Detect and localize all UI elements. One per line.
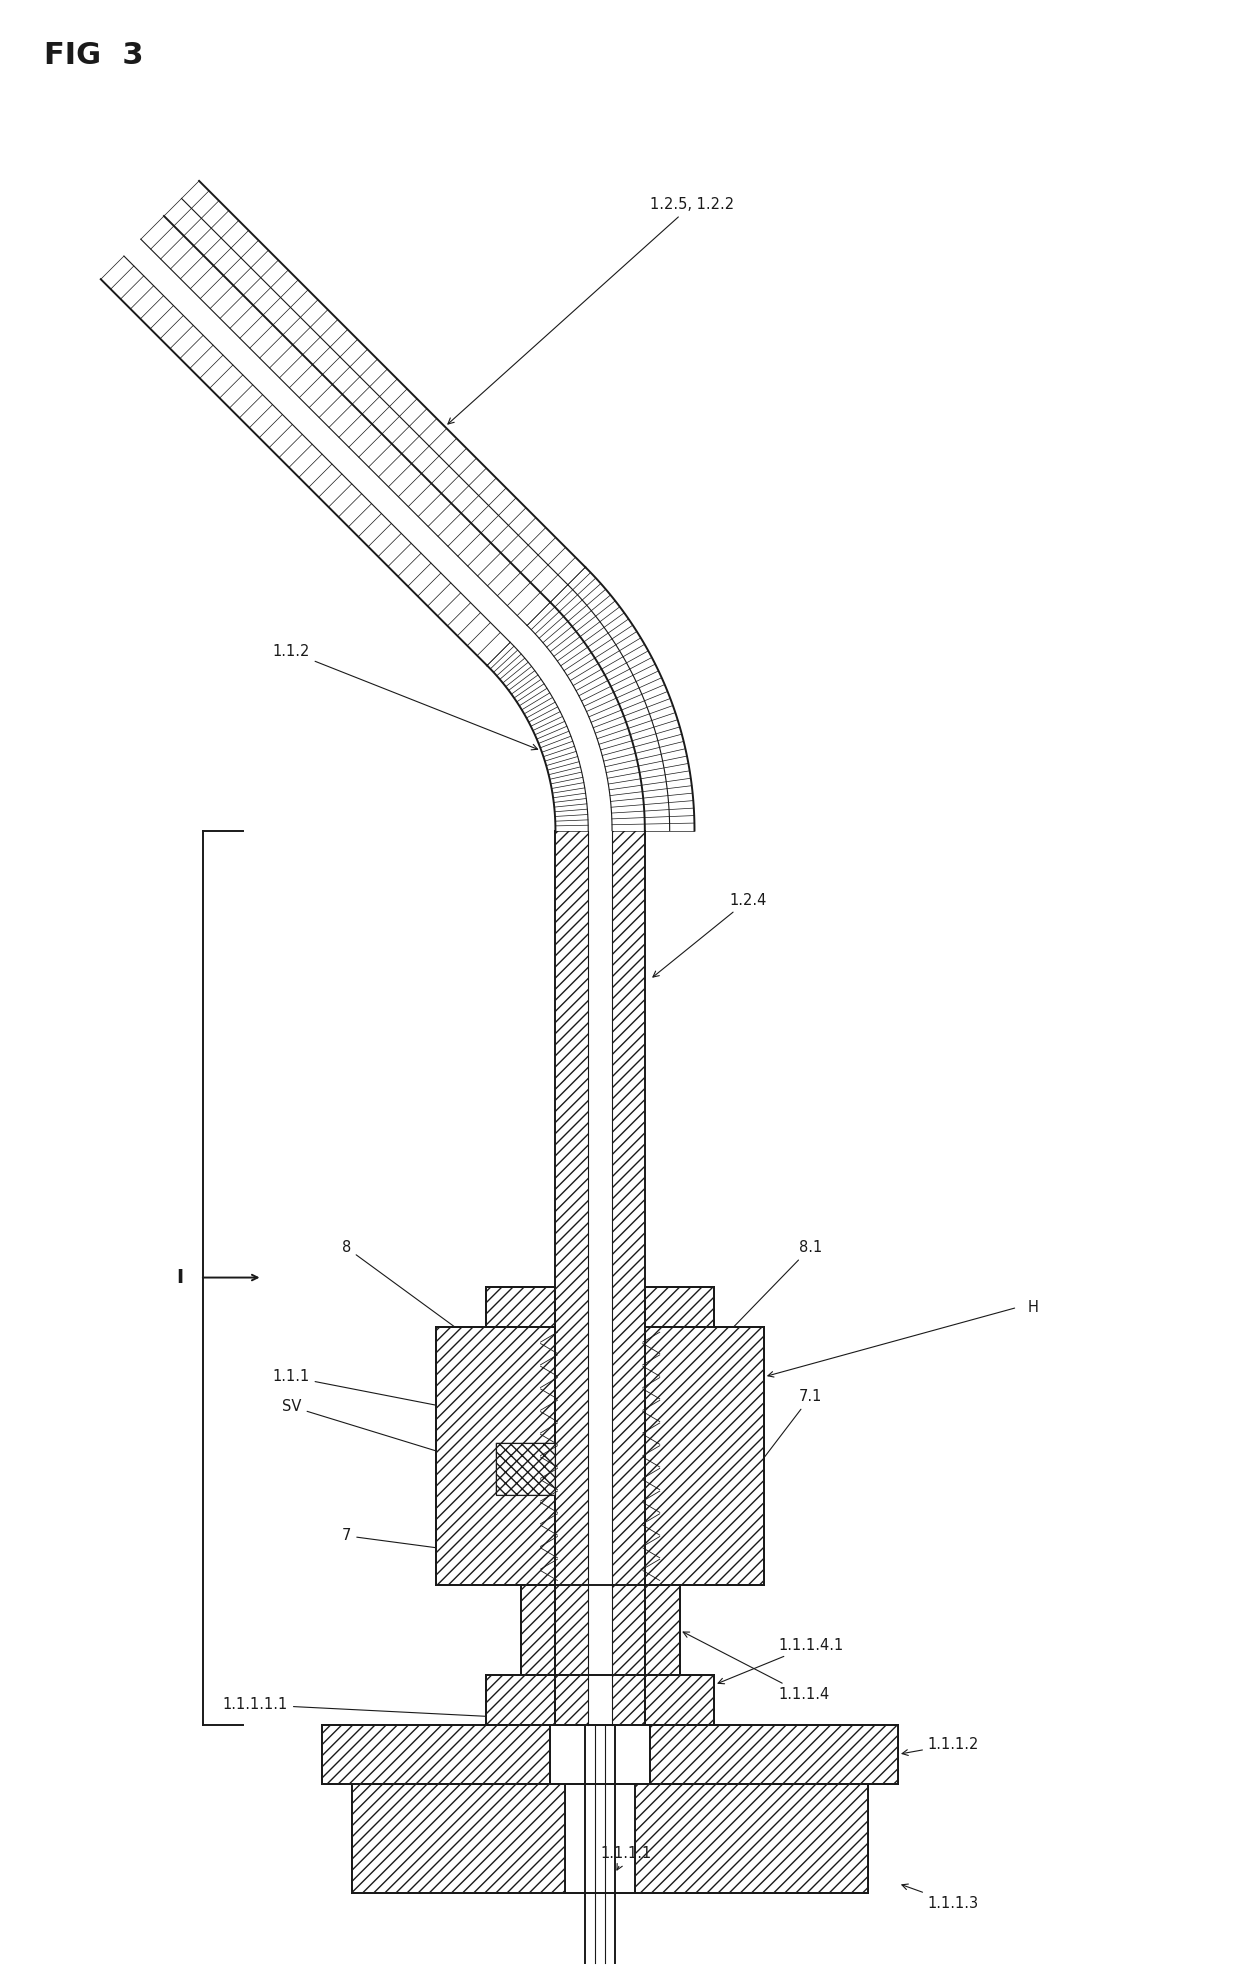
Text: 1.1.1.1: 1.1.1.1: [600, 1846, 651, 1870]
Text: 1.2.4: 1.2.4: [653, 893, 766, 978]
Bar: [645, 1328, 764, 1585]
Bar: [322, 1724, 898, 1785]
Bar: [645, 1288, 714, 1328]
Bar: [613, 831, 645, 1288]
Bar: [436, 1328, 556, 1585]
Text: 1.1.1.1.1: 1.1.1.1.1: [223, 1698, 547, 1722]
Bar: [645, 1328, 764, 1585]
Bar: [486, 1288, 556, 1328]
Bar: [352, 1785, 565, 1894]
Text: 1.1.1.2: 1.1.1.2: [901, 1738, 980, 1755]
Text: 1.1.2: 1.1.2: [273, 645, 538, 750]
Bar: [436, 1328, 556, 1585]
Bar: [645, 1585, 680, 1674]
Bar: [645, 1328, 764, 1585]
Bar: [613, 1585, 645, 1724]
Bar: [486, 1674, 714, 1724]
Bar: [486, 1288, 556, 1328]
Bar: [352, 1785, 868, 1894]
Text: 1.1.1: 1.1.1: [273, 1369, 542, 1427]
Bar: [486, 1674, 556, 1724]
Text: 1.1.1.3: 1.1.1.3: [901, 1884, 980, 1912]
Polygon shape: [322, 1724, 551, 1785]
Text: H: H: [1027, 1300, 1038, 1314]
Text: 1.1.1.4.1: 1.1.1.4.1: [718, 1637, 844, 1684]
Bar: [645, 1674, 714, 1724]
Text: 1.1.1.4: 1.1.1.4: [683, 1633, 830, 1702]
Text: I: I: [176, 1269, 184, 1286]
Text: 7.1: 7.1: [707, 1389, 822, 1532]
Bar: [645, 1288, 714, 1328]
Text: FIG  3: FIG 3: [43, 42, 144, 71]
Bar: [635, 1785, 868, 1894]
Bar: [521, 1585, 556, 1674]
Bar: [496, 1443, 556, 1494]
Bar: [496, 1443, 556, 1494]
Bar: [352, 1785, 565, 1894]
Bar: [556, 1585, 588, 1724]
Bar: [556, 831, 588, 1288]
Text: 1.2.5, 1.2.2: 1.2.5, 1.2.2: [448, 198, 734, 424]
Bar: [635, 1785, 868, 1894]
Bar: [521, 1585, 556, 1674]
Text: 8.1: 8.1: [707, 1241, 822, 1354]
Text: 7: 7: [342, 1528, 492, 1557]
Bar: [613, 1288, 645, 1585]
Bar: [645, 1585, 680, 1674]
Bar: [556, 1288, 588, 1585]
Bar: [436, 1328, 556, 1585]
Polygon shape: [650, 1724, 898, 1785]
Bar: [486, 1674, 556, 1724]
Text: SV: SV: [283, 1399, 492, 1468]
Bar: [486, 1288, 556, 1328]
Bar: [645, 1674, 714, 1724]
Bar: [521, 1585, 680, 1674]
Text: 8: 8: [342, 1241, 492, 1356]
Bar: [645, 1288, 714, 1328]
